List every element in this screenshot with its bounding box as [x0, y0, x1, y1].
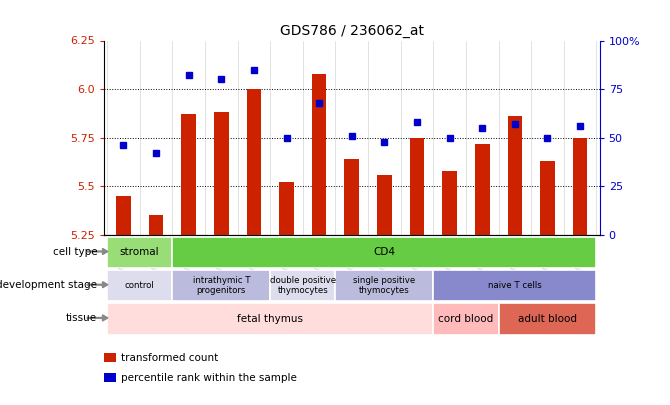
Bar — [182, 114, 196, 235]
Text: naive T cells: naive T cells — [488, 281, 542, 290]
Bar — [270, 270, 336, 301]
Bar — [377, 175, 392, 235]
Text: fetal thymus: fetal thymus — [237, 314, 304, 324]
Text: development stage: development stage — [0, 280, 97, 290]
Bar — [442, 171, 457, 235]
Bar — [149, 215, 163, 235]
Bar — [116, 196, 131, 235]
Bar — [279, 182, 294, 235]
Bar — [172, 237, 596, 268]
Bar — [107, 303, 433, 335]
Text: stromal: stromal — [120, 247, 159, 257]
Text: cord blood: cord blood — [438, 314, 494, 324]
Bar — [433, 303, 498, 335]
Bar — [107, 237, 172, 268]
Bar — [336, 270, 433, 301]
Bar — [573, 138, 588, 235]
Bar — [498, 303, 596, 335]
Text: double positive
thymocytes: double positive thymocytes — [270, 276, 336, 295]
Bar — [475, 143, 490, 235]
Text: percentile rank within the sample: percentile rank within the sample — [121, 373, 297, 383]
Bar — [344, 159, 359, 235]
Bar — [409, 138, 424, 235]
Text: intrathymic T
progenitors: intrathymic T progenitors — [192, 276, 250, 295]
Bar — [312, 74, 326, 235]
Text: CD4: CD4 — [373, 247, 395, 257]
Text: cell type: cell type — [52, 247, 97, 256]
Title: GDS786 / 236062_at: GDS786 / 236062_at — [280, 24, 423, 38]
Text: transformed count: transformed count — [121, 353, 218, 362]
Text: single positive
thymocytes: single positive thymocytes — [353, 276, 415, 295]
Bar — [540, 161, 555, 235]
Bar — [214, 113, 228, 235]
Bar — [172, 270, 270, 301]
Text: tissue: tissue — [66, 313, 97, 323]
Text: adult blood: adult blood — [518, 314, 577, 324]
Text: control: control — [125, 281, 155, 290]
Bar — [107, 270, 172, 301]
Bar — [507, 116, 522, 235]
Bar — [433, 270, 596, 301]
Bar — [247, 89, 261, 235]
